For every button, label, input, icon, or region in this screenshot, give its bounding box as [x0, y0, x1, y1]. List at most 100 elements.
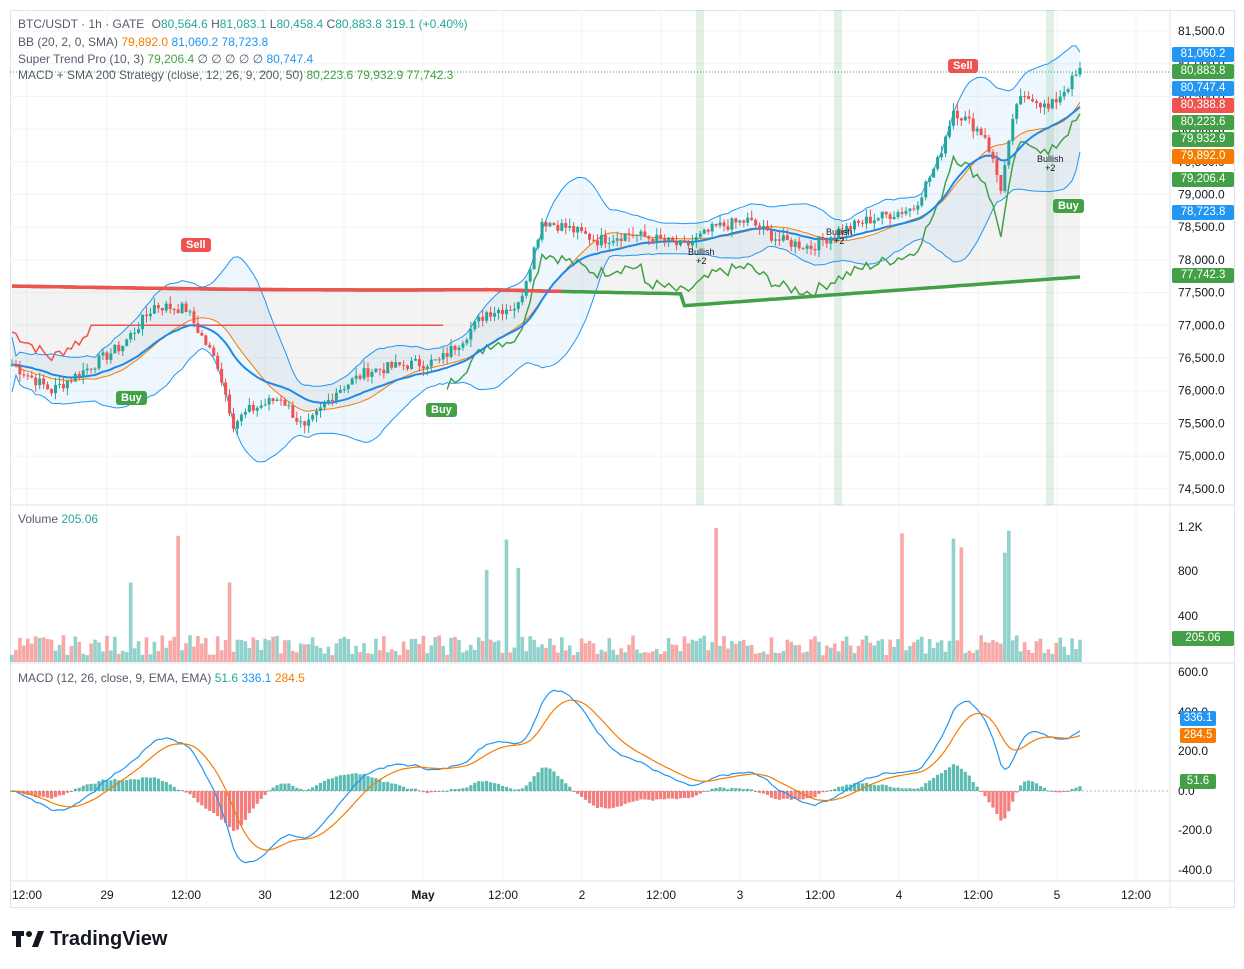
interval[interactable]: 1h [88, 17, 102, 31]
candle-body [880, 211, 884, 219]
macd-histogram-bar [1062, 791, 1066, 792]
candle-body [532, 247, 536, 270]
time-axis-label: May [411, 888, 435, 902]
macd-legend[interactable]: MACD (12, 26, close, 9, EMA, EMA) 51.6 3… [18, 670, 305, 686]
macd-histogram-bar [564, 783, 568, 791]
time-axis-label: 4 [896, 888, 903, 902]
volume-bar [350, 653, 354, 662]
macd-axis-label: 600.0 [1178, 665, 1208, 679]
candle-body [698, 233, 702, 238]
volume-bar [955, 640, 960, 662]
macd-histogram-bar [425, 791, 429, 794]
candle-body [627, 233, 631, 235]
bullish-annotation: Bullish +2 [688, 248, 715, 266]
volume-legend[interactable]: Volume 205.06 [18, 511, 98, 527]
macd-histogram-bar [465, 787, 469, 791]
macd-histogram-bar [318, 782, 323, 791]
high-value: 81,083.1 [219, 17, 267, 31]
candle-body [425, 366, 429, 369]
volume-bar [295, 652, 299, 662]
candle-body [599, 234, 603, 246]
macd-histogram-bar [1038, 786, 1043, 791]
volume-bar [706, 650, 710, 662]
volume-bar [263, 638, 267, 662]
volume-bar [563, 650, 568, 662]
macd-histogram-bar [928, 780, 932, 791]
tradingview-logo[interactable]: TradingView [12, 928, 167, 951]
volume-bar [773, 652, 778, 662]
volume-bar [207, 654, 212, 662]
volume-bar [105, 635, 109, 662]
candle-body [196, 323, 200, 333]
volume-bar [33, 636, 38, 662]
macd-histogram-bar [682, 791, 687, 798]
volume-bar [710, 642, 714, 662]
candle-body [239, 414, 243, 422]
volume-bar [330, 655, 335, 662]
candle-body [932, 168, 936, 178]
volume-bar [678, 651, 683, 662]
axes: 12:00 29 12:00 30 12:00 May 12:00 2 12:00 3 12:00 4… [12, 24, 1225, 902]
candle-body [433, 359, 437, 361]
candle-body [568, 226, 572, 228]
bb-legend[interactable]: BB (20, 2, 0, SMA) 79,892.0 81,060.2 78,… [18, 34, 268, 50]
volume-bar [607, 638, 612, 662]
macd-histogram-bar [647, 791, 651, 800]
volume-bar [259, 649, 263, 662]
volume-bar [935, 642, 940, 662]
macd-histogram-bar [999, 791, 1003, 821]
volume-bar [951, 538, 956, 662]
macd-histogram-bar [809, 791, 813, 798]
macd-sma-legend[interactable]: MACD + SMA 200 Strategy (close, 12, 26, … [18, 67, 453, 83]
price-scale-tag: 80,883.8 [1172, 64, 1234, 79]
macd-histogram-bar [955, 765, 959, 791]
volume-bar [124, 652, 129, 662]
volume-bar [192, 646, 196, 662]
symbol[interactable]: BTC/USDT [18, 17, 78, 31]
volume-bar [81, 653, 85, 662]
tradingview-logo-text: TradingView [50, 928, 168, 950]
macd-histogram-bar [963, 771, 967, 791]
time-axis-label: 3 [737, 888, 744, 902]
macd-signal-line [11, 699, 1081, 851]
volume-bar [919, 636, 924, 662]
candle-body [928, 177, 932, 182]
macd-histogram-bar [544, 767, 548, 791]
volume-bar [136, 641, 141, 662]
volume-bar [987, 642, 991, 662]
supertrend-legend[interactable]: Super Trend Pro (10, 3) 79,206.4 ∅ ∅ ∅ ∅… [18, 51, 313, 67]
candle-body [718, 222, 722, 226]
macd-histogram-bar [65, 791, 69, 793]
candle-body [232, 413, 236, 429]
macd-histogram-bar [279, 783, 283, 791]
candle-body [591, 239, 595, 241]
candle-body [750, 217, 754, 220]
candles [10, 62, 1082, 435]
macd-pane [10, 689, 1170, 864]
volume-bar [923, 653, 928, 662]
volume-bar [832, 643, 837, 662]
candle-body [742, 220, 746, 223]
candle-body [89, 368, 93, 370]
candle-body [374, 368, 378, 373]
volume-bar [429, 645, 434, 662]
volume-bar [991, 640, 995, 662]
volume-bar [397, 655, 402, 662]
candle-body [797, 241, 801, 249]
macd-signal-value: 336.1 [241, 671, 272, 685]
candle-body [595, 240, 599, 246]
macd-histogram-bar [825, 791, 829, 792]
ema-line [11, 106, 1081, 404]
candle-body [516, 302, 520, 309]
price-axis-label: 81,500.0 [1178, 24, 1225, 38]
macd-histogram-bar [623, 791, 627, 804]
candle-body [188, 311, 192, 313]
macd-histogram-bar [900, 788, 904, 791]
macd-histogram-bar [619, 791, 623, 807]
volume-bar [595, 653, 600, 662]
macd-histogram-bar [89, 783, 93, 791]
bb-basis-value: 79,892.0 [121, 35, 169, 49]
volume-bar [188, 635, 192, 662]
volume-bar [674, 644, 679, 662]
